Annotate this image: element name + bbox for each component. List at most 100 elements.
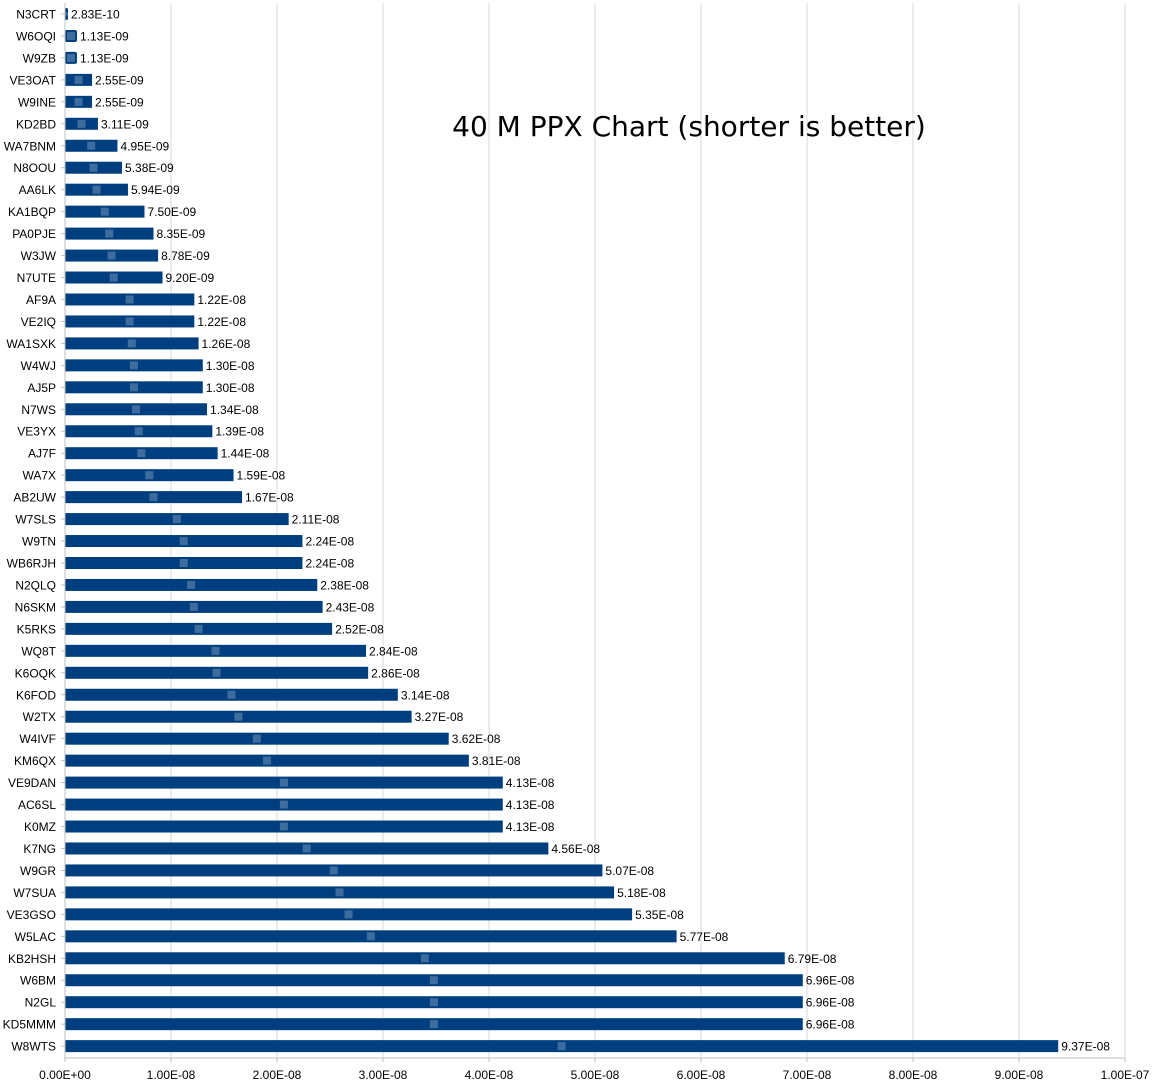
- bar-marker: [132, 405, 141, 414]
- data-label: 1.44E-08: [221, 447, 270, 461]
- category-label: VE3OAT: [10, 73, 57, 87]
- data-label: 1.13E-09: [80, 51, 129, 65]
- category-label: W8WTS: [11, 1040, 56, 1054]
- data-label: 6.79E-08: [788, 952, 837, 966]
- bar-marker: [212, 668, 221, 677]
- bar-marker: [134, 427, 143, 436]
- data-label: 1.22E-08: [197, 315, 246, 329]
- category-label: W9ZB: [23, 51, 56, 65]
- bar-marker: [105, 229, 114, 238]
- x-tick-label: 9.00E-08: [995, 1068, 1044, 1082]
- category-label: AA6LK: [19, 183, 56, 197]
- data-label: 3.11E-09: [101, 117, 149, 131]
- bar-marker: [67, 53, 75, 62]
- data-label: 9.20E-09: [166, 271, 215, 285]
- bar-marker: [429, 1020, 438, 1029]
- data-label: 8.78E-09: [161, 249, 210, 263]
- category-label: W2TX: [23, 710, 56, 724]
- category-label: K6FOD: [16, 688, 56, 702]
- data-label: 1.22E-08: [197, 293, 246, 307]
- data-label: 4.56E-08: [551, 842, 600, 856]
- bar-marker: [194, 624, 203, 633]
- data-label: 2.43E-08: [326, 600, 375, 614]
- bar-marker: [429, 976, 438, 985]
- bars: 2.83E-10 1.13E-09 1.13E-09 2.55E-09 2.55E-09…: [64, 8, 1110, 1054]
- bar-marker: [262, 756, 271, 765]
- bar-marker: [234, 712, 243, 721]
- data-label: 1.39E-08: [215, 425, 264, 439]
- category-label: KA1BQP: [8, 205, 56, 219]
- bar-marker: [74, 75, 83, 84]
- bar-marker: [252, 734, 261, 743]
- data-label: 6.96E-08: [806, 1018, 855, 1032]
- data-label: 2.86E-08: [371, 666, 420, 680]
- bar-marker: [302, 844, 311, 853]
- category-label: KD5MMM: [3, 1018, 56, 1032]
- data-label: 2.55E-09: [95, 95, 144, 109]
- data-label: 2.38E-08: [320, 578, 369, 592]
- category-label: N7UTE: [17, 271, 56, 285]
- chart-title: 40 M PPX Chart (shorter is better): [452, 110, 926, 143]
- category-label: N8OOU: [13, 161, 56, 175]
- category-label: KD2BD: [16, 117, 56, 131]
- data-label: 1.13E-09: [80, 29, 129, 43]
- bar-marker: [279, 822, 288, 831]
- bar-marker: [366, 932, 375, 941]
- bar-marker: [187, 580, 196, 589]
- data-label: 4.13E-08: [506, 820, 555, 834]
- data-label: 9.37E-08: [1061, 1040, 1110, 1054]
- category-label: N6SKM: [15, 600, 56, 614]
- data-label: 3.81E-08: [472, 754, 521, 768]
- data-label: 2.52E-08: [335, 622, 384, 636]
- category-label: W6BM: [20, 974, 56, 988]
- x-tick-label: 8.00E-08: [889, 1068, 938, 1082]
- category-label: AC6SL: [18, 798, 56, 812]
- x-tick-label: 0.00E+00: [39, 1068, 91, 1082]
- data-label: 2.84E-08: [369, 644, 418, 658]
- bar-marker: [145, 471, 154, 480]
- bar-marker: [87, 141, 96, 150]
- category-label: AJ5P: [27, 381, 56, 395]
- category-label: K0MZ: [24, 820, 56, 834]
- data-label: 5.94E-09: [131, 183, 180, 197]
- bar-marker: [137, 449, 146, 458]
- category-label: W4WJ: [21, 359, 56, 373]
- category-label: VE2IQ: [21, 315, 56, 329]
- data-label: 6.96E-08: [806, 974, 855, 988]
- bar-marker: [129, 361, 138, 370]
- bar-marker: [92, 185, 101, 194]
- data-label: 3.27E-08: [415, 710, 464, 724]
- data-label: 5.35E-08: [635, 908, 684, 922]
- bar-marker: [329, 866, 338, 875]
- bar-marker: [127, 339, 136, 348]
- category-label: N7WS: [21, 403, 56, 417]
- bar-marker: [67, 31, 75, 40]
- category-label: AB2UW: [13, 491, 56, 505]
- bar-marker: [125, 317, 134, 326]
- category-label: W6OQI: [16, 29, 56, 43]
- bar-marker: [344, 910, 353, 919]
- data-label: 5.07E-08: [605, 864, 654, 878]
- category-label: W4IVF: [19, 732, 56, 746]
- category-label: N2QLQ: [15, 578, 56, 592]
- category-label: N2GL: [25, 996, 57, 1010]
- category-label: W7SUA: [13, 886, 56, 900]
- x-tick-label: 3.00E-08: [359, 1068, 408, 1082]
- data-label: 3.62E-08: [452, 732, 501, 746]
- bar-marker: [100, 207, 109, 216]
- bar-marker: [335, 888, 344, 897]
- data-label: 3.14E-08: [401, 688, 450, 702]
- bar-marker: [172, 515, 181, 524]
- x-tick-label: 4.00E-08: [465, 1068, 514, 1082]
- bar-marker: [77, 119, 86, 128]
- category-label: WA1SXK: [6, 337, 56, 351]
- bar-marker: [125, 295, 134, 304]
- data-label: 4.13E-08: [506, 798, 555, 812]
- data-label: 1.34E-08: [210, 403, 259, 417]
- bar-marker: [279, 778, 288, 787]
- data-label: 2.11E-08: [292, 513, 340, 527]
- data-label: 2.83E-10: [71, 8, 120, 22]
- data-label: 4.95E-09: [120, 139, 169, 153]
